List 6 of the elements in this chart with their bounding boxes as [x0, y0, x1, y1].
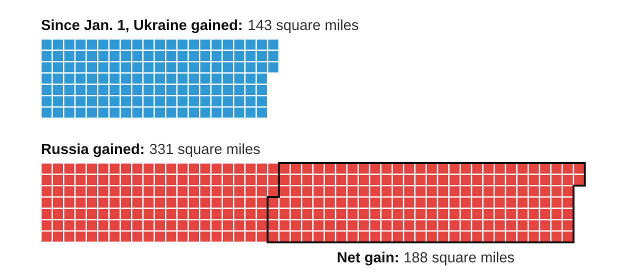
- data-label: 331 square miles: [150, 143, 260, 158]
- text: Russia gained:: [42, 143, 144, 158]
- text: Net gain:: [338, 252, 398, 266]
- text: 188 square miles: [404, 252, 514, 266]
- data-label: 143 square miles: [248, 19, 358, 34]
- text: Since Jan. 1, Ukraine gained:: [41, 19, 242, 34]
